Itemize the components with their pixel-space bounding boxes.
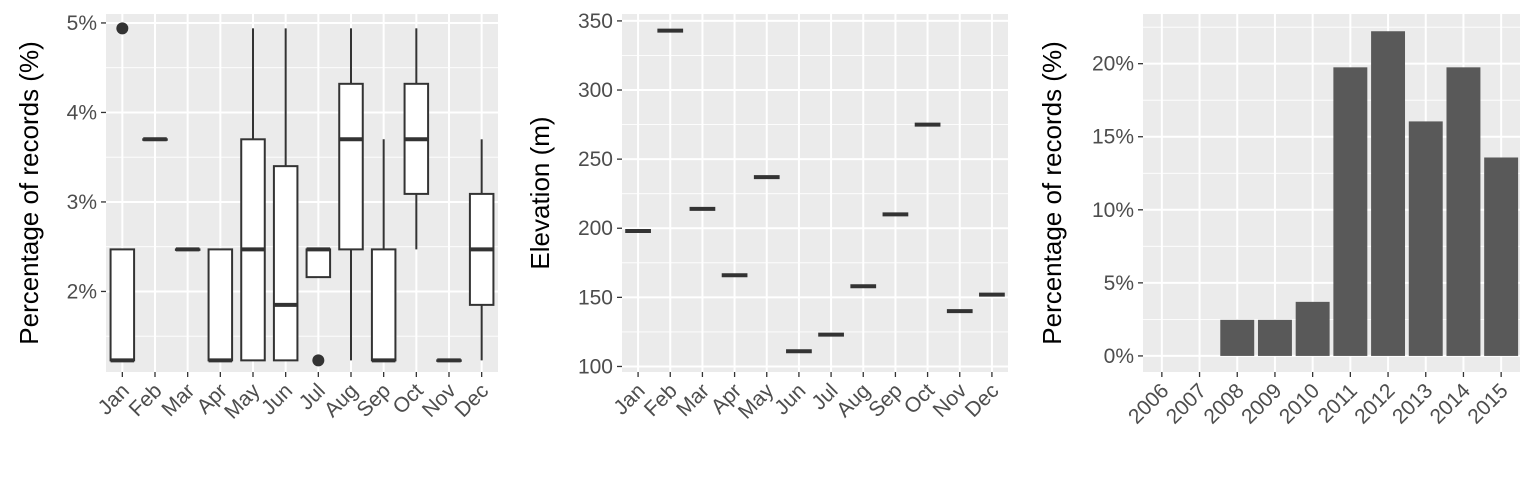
bar-2012 (1371, 31, 1406, 356)
x-tick-label: 2014 (1426, 379, 1476, 429)
box-Nov (436, 358, 462, 363)
bar-2015 (1484, 157, 1519, 356)
y-tick-label: 20% (1092, 53, 1134, 76)
y-tick-label: 10% (1092, 199, 1134, 222)
x-tick-label: Dec (961, 379, 1004, 422)
x-tick-label: Feb (125, 379, 167, 421)
box-Sep (370, 139, 397, 363)
x-tick-label: Jun (770, 379, 810, 419)
panel-background (106, 14, 498, 372)
x-tick-label: 2013 (1388, 379, 1437, 428)
bar-2010 (1295, 301, 1330, 356)
y-tick-label: 4% (67, 101, 97, 124)
y-axis-title: Percentage of records (%) (1037, 41, 1067, 344)
y-tick-label: 350 (578, 10, 613, 33)
box-body (207, 248, 234, 362)
x-tick-label: Dec (451, 379, 494, 422)
box-May (240, 28, 266, 362)
box-Aug (338, 28, 364, 361)
box-body (338, 82, 364, 251)
x-tick-label: Sep (353, 379, 396, 422)
box-Oct (403, 28, 430, 250)
box-Jun (272, 28, 299, 362)
box-Mar (174, 247, 201, 252)
x-tick-label: Oct (900, 379, 939, 418)
bar-2011 (1333, 67, 1368, 356)
bar-2009 (1257, 319, 1292, 356)
y-tick-label: 200 (578, 217, 613, 240)
panel-background (622, 14, 1008, 372)
bar-2014 (1446, 67, 1481, 356)
x-tick-label: Jun (257, 379, 297, 419)
y-tick-label: 100 (578, 355, 613, 378)
x-tick-label: Aug (320, 379, 363, 422)
bar-2013 (1408, 121, 1443, 356)
x-tick-label: Jan (609, 379, 649, 419)
outlier-point (116, 22, 129, 35)
y-tick-label: 5% (1104, 272, 1134, 295)
x-tick-label: 2008 (1199, 379, 1248, 428)
y-tick-label: 3% (67, 191, 97, 214)
x-tick-label: 2006 (1124, 379, 1173, 428)
box-Feb (142, 137, 168, 142)
chart-panel-1: 2%3%4%5%JanFebMarAprMayJunJulAugSepOctNo… (14, 12, 498, 424)
y-tick-label: 150 (578, 286, 613, 309)
x-tick-label: 2012 (1350, 379, 1399, 428)
box-Jan (109, 22, 136, 363)
y-tick-label: 300 (578, 79, 613, 102)
box-Jul (305, 247, 332, 367)
x-tick-label: 2010 (1275, 379, 1324, 428)
x-tick-label: Oct (389, 379, 428, 418)
box-body (370, 248, 397, 362)
y-axis-title: Elevation (m) (525, 116, 555, 269)
y-tick-label: 15% (1092, 126, 1134, 149)
x-tick-label: Mar (157, 379, 199, 421)
outlier-point (312, 354, 325, 367)
y-tick-label: 2% (67, 280, 97, 303)
y-tick-label: 250 (578, 148, 613, 171)
y-tick-label: 0% (1104, 345, 1134, 368)
chart-panel-3: 0%5%10%15%20%200620072008200920102011201… (1037, 14, 1520, 429)
box-body (109, 248, 136, 362)
box-body (272, 165, 299, 362)
x-tick-label: 2007 (1162, 379, 1211, 428)
box-Apr (207, 248, 234, 363)
x-tick-label: Jan (94, 379, 134, 419)
bar-2008 (1220, 319, 1255, 356)
box-Dec (468, 139, 495, 361)
y-axis-title: Percentage of records (%) (14, 41, 44, 344)
x-tick-label: 2009 (1237, 379, 1286, 428)
chart-panel-2: 100150200250300350JanFebMarAprMayJunJulA… (525, 10, 1008, 424)
x-tick-label: 2015 (1463, 379, 1512, 428)
x-tick-label: 2011 (1314, 379, 1362, 427)
y-tick-label: 5% (67, 12, 97, 35)
box-body (305, 248, 332, 279)
